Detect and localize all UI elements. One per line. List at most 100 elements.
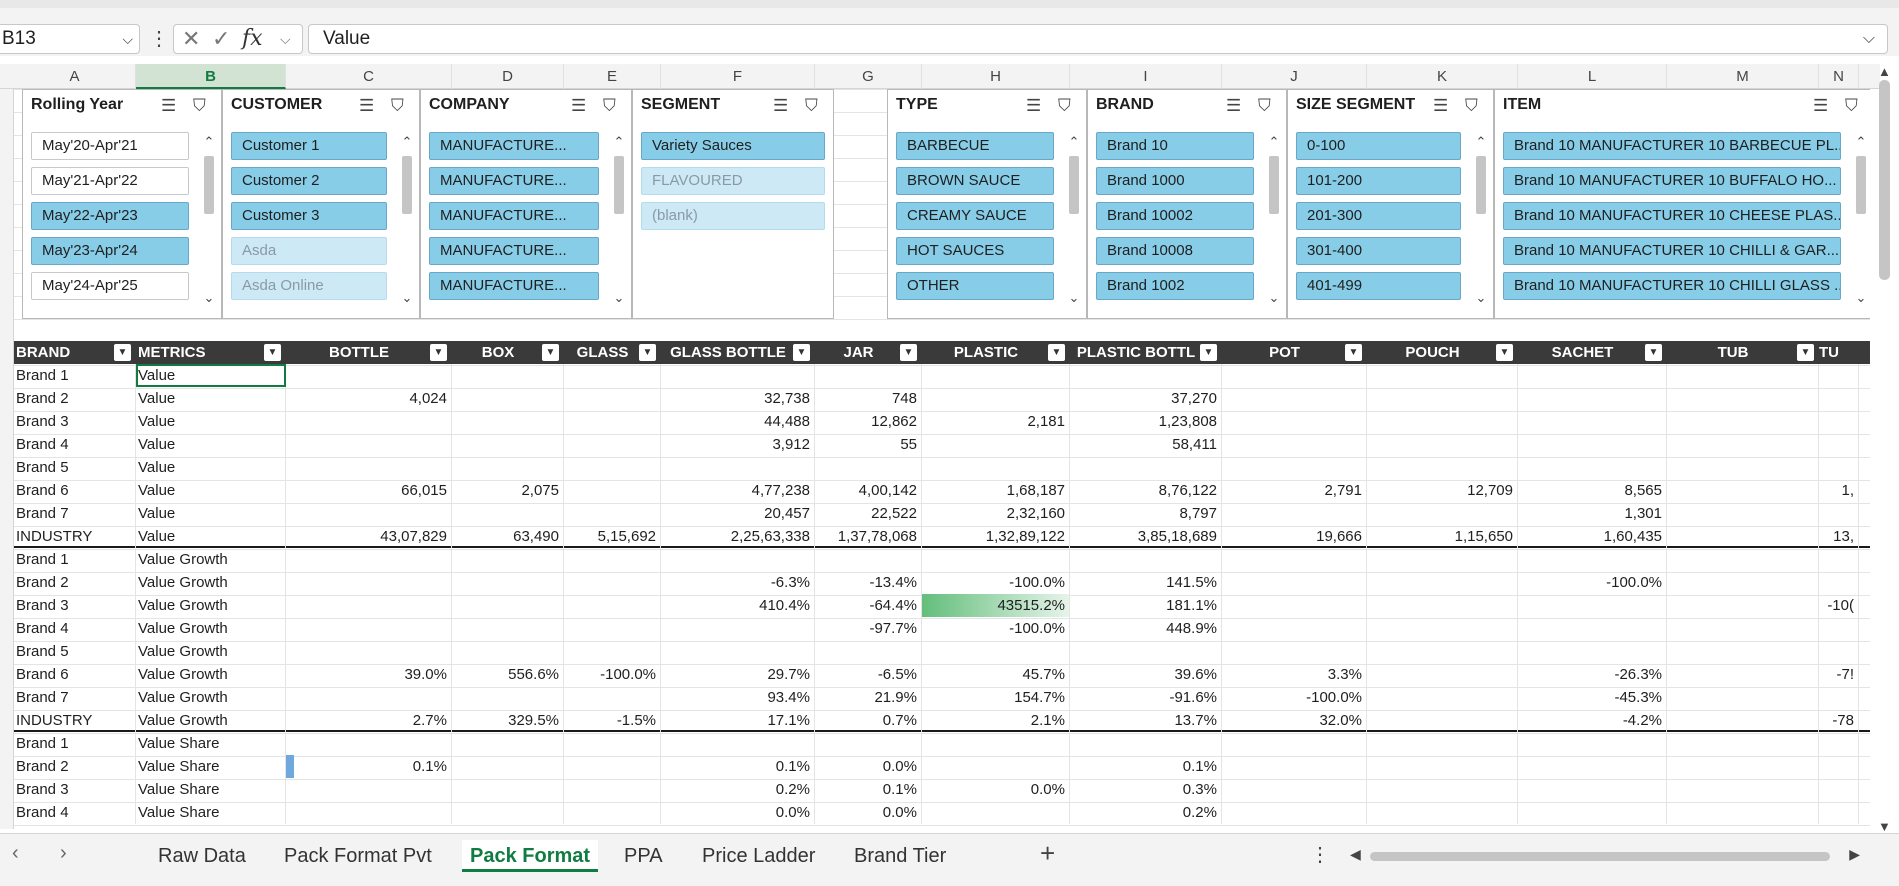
- column-header-b[interactable]: B: [136, 64, 286, 89]
- chevron-up-icon[interactable]: ⌃: [1268, 134, 1280, 149]
- value-cell[interactable]: 4,024: [286, 387, 452, 410]
- value-cell[interactable]: [1667, 456, 1819, 479]
- value-cell[interactable]: [452, 686, 564, 709]
- value-cell[interactable]: -100.0%: [922, 571, 1070, 594]
- value-cell[interactable]: [564, 433, 661, 456]
- metric-cell[interactable]: Value: [136, 433, 286, 456]
- value-cell[interactable]: 1,68,187: [922, 479, 1070, 502]
- slicer-item[interactable]: Brand 10 MANUFACTURER 10 BUFFALO HO...: [1503, 167, 1841, 195]
- value-cell[interactable]: [1367, 387, 1518, 410]
- slicer-item[interactable]: Brand 10008: [1096, 237, 1254, 265]
- fx-icon[interactable]: fx: [242, 26, 263, 51]
- filter-dropdown-icon[interactable]: ▼: [430, 344, 447, 361]
- metric-cell[interactable]: Value Share: [136, 778, 286, 801]
- metric-cell[interactable]: Value: [136, 456, 286, 479]
- metric-cell[interactable]: Value Growth: [136, 594, 286, 617]
- value-cell[interactable]: 8,76,122: [1070, 479, 1222, 502]
- value-cell[interactable]: [1667, 686, 1819, 709]
- value-cell[interactable]: [1367, 778, 1518, 801]
- metric-cell[interactable]: Value Growth: [136, 571, 286, 594]
- brand-cell[interactable]: Brand 4: [14, 801, 136, 824]
- value-cell[interactable]: 43515.2%: [922, 594, 1070, 617]
- value-cell[interactable]: 12,709: [1367, 479, 1518, 502]
- value-cell[interactable]: 2.7%: [286, 709, 452, 732]
- column-header-i[interactable]: I: [1070, 64, 1222, 89]
- slicer-item[interactable]: Variety Sauces: [641, 132, 825, 160]
- scroll-thumb[interactable]: [1269, 156, 1279, 214]
- value-cell[interactable]: [1667, 617, 1819, 640]
- clear-filter-icon[interactable]: ⛉: [1258, 96, 1271, 115]
- value-cell[interactable]: [1518, 778, 1667, 801]
- value-cell[interactable]: [922, 755, 1070, 778]
- value-cell[interactable]: 20,457: [661, 502, 815, 525]
- value-cell[interactable]: [286, 778, 452, 801]
- value-cell[interactable]: [1222, 502, 1367, 525]
- column-header-d[interactable]: D: [452, 64, 564, 89]
- value-cell[interactable]: [286, 686, 452, 709]
- value-cell[interactable]: [922, 433, 1070, 456]
- value-cell[interactable]: [564, 387, 661, 410]
- value-cell[interactable]: [1667, 410, 1819, 433]
- value-cell[interactable]: [1070, 732, 1222, 755]
- slicer-item[interactable]: MANUFACTURE...: [429, 132, 599, 160]
- slicer-item[interactable]: 101-200: [1296, 167, 1461, 195]
- value-cell[interactable]: -4.2%: [1518, 709, 1667, 732]
- slicer-item[interactable]: Brand 10 MANUFACTURER 10 CHILLI & GAR...: [1503, 237, 1841, 265]
- value-cell[interactable]: 55: [815, 433, 922, 456]
- scroll-right-icon[interactable]: ▶: [1849, 846, 1860, 862]
- value-cell[interactable]: [661, 548, 815, 571]
- value-cell[interactable]: [1222, 410, 1367, 433]
- clear-filter-icon[interactable]: ⛉: [391, 96, 404, 115]
- slicer-item[interactable]: 201-300: [1296, 202, 1461, 230]
- value-cell[interactable]: [1667, 594, 1819, 617]
- value-cell[interactable]: -64.4%: [815, 594, 922, 617]
- value-cell[interactable]: [1518, 617, 1667, 640]
- scroll-thumb[interactable]: [1370, 852, 1830, 861]
- value-cell[interactable]: 1,60,435: [1518, 525, 1667, 548]
- filter-dropdown-icon[interactable]: ▼: [1496, 344, 1513, 361]
- value-cell[interactable]: [1367, 594, 1518, 617]
- metric-cell[interactable]: Value Share: [136, 801, 286, 824]
- value-cell[interactable]: [1222, 387, 1367, 410]
- value-cell[interactable]: [1222, 801, 1367, 824]
- brand-cell[interactable]: Brand 2: [14, 755, 136, 778]
- slicer-item[interactable]: MANUFACTURE...: [429, 237, 599, 265]
- value-cell[interactable]: [1518, 594, 1667, 617]
- slicer-item[interactable]: Brand 10 MANUFACTURER 10 CHEESE PLAS...: [1503, 202, 1841, 230]
- chevron-up-icon[interactable]: ⌃: [1475, 134, 1487, 149]
- value-cell[interactable]: [452, 801, 564, 824]
- value-cell[interactable]: [1367, 571, 1518, 594]
- value-cell[interactable]: [452, 502, 564, 525]
- value-cell[interactable]: [452, 571, 564, 594]
- slicer-item[interactable]: May'23-Apr'24: [31, 237, 189, 265]
- value-cell[interactable]: [1819, 364, 1859, 387]
- value-cell[interactable]: [1518, 732, 1667, 755]
- slicer-scrollbar[interactable]: ⌃ ⌄: [1853, 134, 1869, 306]
- value-cell[interactable]: 329.5%: [452, 709, 564, 732]
- value-cell[interactable]: [1222, 778, 1367, 801]
- value-cell[interactable]: [1667, 548, 1819, 571]
- value-cell[interactable]: [1667, 663, 1819, 686]
- column-header-k[interactable]: K: [1367, 64, 1518, 89]
- value-cell[interactable]: [1667, 502, 1819, 525]
- value-cell[interactable]: 2.1%: [922, 709, 1070, 732]
- value-cell[interactable]: 43,07,829: [286, 525, 452, 548]
- value-cell[interactable]: [1667, 387, 1819, 410]
- slicer-item[interactable]: May'24-Apr'25: [31, 272, 189, 300]
- value-cell[interactable]: 58,411: [1070, 433, 1222, 456]
- value-cell[interactable]: 13.7%: [1070, 709, 1222, 732]
- value-cell[interactable]: [1367, 433, 1518, 456]
- value-cell[interactable]: [661, 456, 815, 479]
- chevron-down-icon[interactable]: ⌄: [1068, 290, 1080, 305]
- value-cell[interactable]: -6.5%: [815, 663, 922, 686]
- chevron-down-icon[interactable]: ⌄: [401, 290, 413, 305]
- chevron-up-icon[interactable]: ⌃: [1068, 134, 1080, 149]
- brand-cell[interactable]: Brand 5: [14, 456, 136, 479]
- chevron-down-icon[interactable]: ⌄: [613, 290, 625, 305]
- value-cell[interactable]: [452, 732, 564, 755]
- filter-dropdown-icon[interactable]: ▼: [1048, 344, 1065, 361]
- tab-brand-tier[interactable]: Brand Tier: [854, 845, 947, 867]
- value-cell[interactable]: [1667, 801, 1819, 824]
- slicer-item[interactable]: MANUFACTURE...: [429, 202, 599, 230]
- value-cell[interactable]: -78: [1819, 709, 1859, 732]
